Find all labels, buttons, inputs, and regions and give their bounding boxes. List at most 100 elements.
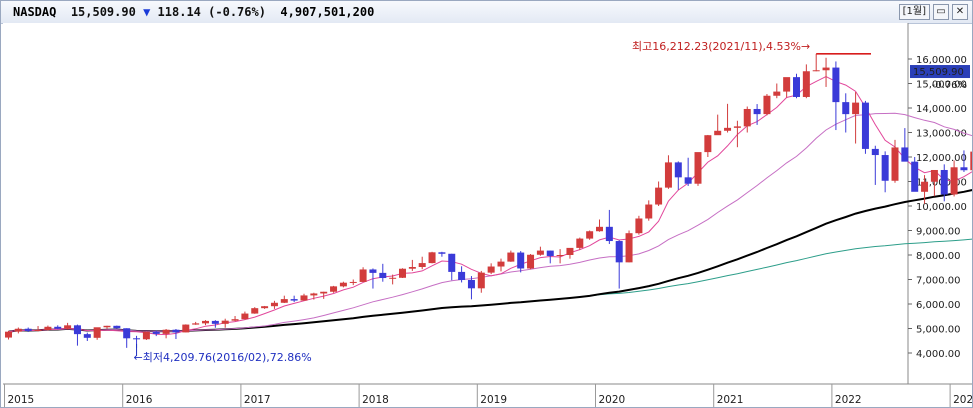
candle-body <box>5 331 12 338</box>
candle-body <box>694 152 702 184</box>
candle-body <box>783 77 791 92</box>
candle-body <box>408 267 416 269</box>
candle-body <box>428 252 436 264</box>
candle-body <box>300 295 308 301</box>
candle-body <box>714 130 722 136</box>
x-tick-label: 2023 <box>953 394 972 406</box>
x-tick-label: 2021 <box>717 394 744 406</box>
y-tick-label: 6,000.00 <box>916 300 961 311</box>
candle-body <box>330 286 338 292</box>
candle-body <box>704 135 712 153</box>
candle-body <box>448 253 456 272</box>
candle-body <box>192 323 200 325</box>
y-tick-label: 14,000.00 <box>916 104 967 115</box>
candle-body <box>359 269 367 282</box>
candle-body <box>615 241 623 263</box>
candle-body <box>133 338 141 340</box>
candle-body <box>290 299 298 301</box>
candle-body <box>753 108 761 115</box>
candle-body <box>34 329 42 331</box>
candle-body <box>54 326 62 329</box>
candle-body <box>625 233 633 263</box>
y-tick-label: 10,000.00 <box>916 202 967 213</box>
candle-body <box>73 325 81 335</box>
candle-body <box>743 108 751 127</box>
price-tag-box <box>910 65 970 79</box>
candle-body <box>832 67 840 103</box>
candle-body <box>911 161 919 192</box>
candle-body <box>142 331 150 340</box>
candle-body <box>487 266 495 273</box>
candle-body <box>546 250 554 256</box>
candle-body <box>527 254 535 269</box>
y-tick-label: 5,000.00 <box>916 325 961 336</box>
candle-body <box>684 177 692 184</box>
candle-body <box>349 281 357 283</box>
candle-body <box>635 218 643 234</box>
candle-body <box>586 231 594 239</box>
chart-header: NASDAQ 15,509.90 ▼ 118.14 (-0.76%) 4,907… <box>1 1 972 24</box>
candle-body <box>793 77 800 97</box>
candle-body <box>901 147 909 162</box>
candle-body <box>339 282 347 287</box>
x-tick-label: 2017 <box>244 394 271 406</box>
price-change-pct: (-0.76%) <box>208 5 266 19</box>
restore-icon[interactable]: ▭ <box>933 4 949 20</box>
candle-body <box>674 162 682 178</box>
candle-body <box>310 293 318 296</box>
candle-body <box>724 127 732 131</box>
candle-body <box>270 302 278 307</box>
candle-body <box>812 70 820 72</box>
low-annotation: ←최저4,209.76(2016/02),72.86% <box>134 351 312 364</box>
y-tick-label: 9,000.00 <box>916 227 961 238</box>
candle-body <box>970 151 972 171</box>
candle-body <box>733 126 741 128</box>
period-selector-button[interactable]: [1월] <box>898 4 930 20</box>
candle-body <box>763 95 771 115</box>
plot-area <box>3 23 908 384</box>
price-tag-value: 15,509.90 <box>913 67 964 78</box>
candle-body <box>517 252 525 269</box>
candle-body <box>842 102 850 115</box>
x-tick-label: 2015 <box>8 394 35 406</box>
y-tick-label: 4,000.00 <box>916 349 961 360</box>
candle-body <box>14 328 22 332</box>
candle-body <box>881 155 889 181</box>
candle-body <box>202 320 209 324</box>
high-annotation: 최고16,212.23(2021/11),4.53%→ <box>632 40 810 53</box>
candle-body <box>389 277 397 279</box>
header-controls: [1월] ▭ ✕ <box>898 4 968 20</box>
price-change: 118.14 <box>157 5 201 19</box>
candle-body <box>871 148 879 156</box>
y-tick-label: 8,000.00 <box>916 251 961 262</box>
y-tick-label: 13,000.00 <box>916 129 967 140</box>
candle-body <box>123 328 131 339</box>
y-tick-label: 7,000.00 <box>916 276 961 287</box>
candle-body <box>320 291 328 294</box>
candle-body <box>822 67 830 71</box>
candle-body <box>861 102 869 149</box>
candle-body <box>103 325 111 328</box>
candle-body <box>576 238 584 248</box>
candle-body <box>940 169 948 195</box>
quote-summary: NASDAQ 15,509.90 ▼ 118.14 (-0.76%) 4,907… <box>13 5 374 19</box>
candle-body <box>44 326 52 330</box>
candle-body <box>438 252 446 254</box>
close-icon[interactable]: ✕ <box>952 4 968 20</box>
candle-body <box>556 255 564 256</box>
candle-body <box>399 268 406 278</box>
x-tick-label: 2016 <box>126 394 153 406</box>
candle-body <box>664 162 672 188</box>
candle-body <box>950 167 958 195</box>
candle-body <box>280 299 288 303</box>
current-price: 15,509.90 <box>70 5 136 19</box>
candle-body <box>152 331 160 334</box>
candle-body <box>655 187 663 205</box>
x-tick-label: 2019 <box>480 394 507 406</box>
candle-body <box>891 147 899 181</box>
candle-body <box>261 306 269 309</box>
y-tick-label: 15,000.00 <box>916 80 967 91</box>
candle-body <box>536 250 544 255</box>
